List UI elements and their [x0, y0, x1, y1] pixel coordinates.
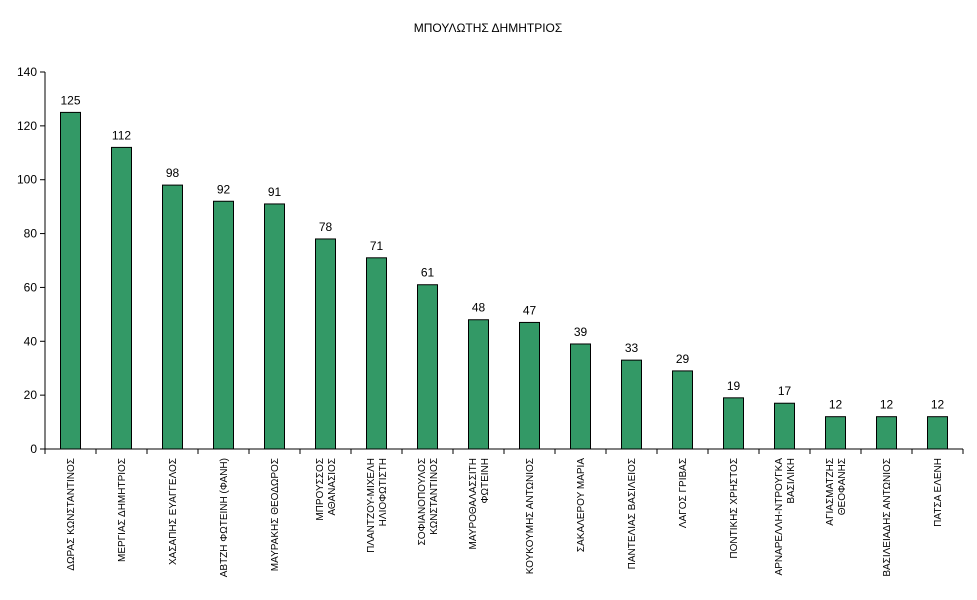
bar: [315, 238, 336, 450]
bar: [366, 257, 387, 450]
category-label: ΦΩΤΕΙΝΗ: [480, 458, 491, 503]
category-label: ΠΛΑΝΤΖΟΥ-ΜΙΧΕΛΗ: [366, 458, 377, 553]
data-label: 39: [574, 325, 588, 339]
category-label: ΚΩΝΣΤΑΝΤΙΝΟΣ: [429, 458, 440, 535]
category-label: ΑΓΙΑΣΜΑΤΖΗΣ: [825, 458, 836, 526]
bar: [519, 321, 540, 450]
data-label: 33: [625, 341, 639, 355]
y-tick-label: 60: [24, 280, 38, 294]
category-label: ΘΕΟΦΑΝΗΣ: [837, 458, 848, 515]
bar: [468, 319, 489, 450]
data-label: 92: [217, 182, 231, 196]
bar: [162, 184, 183, 450]
data-label: 17: [778, 384, 792, 398]
category-label: ΧΑΣΑΠΗΣ ΕΥΑΓΓΕΛΟΣ: [168, 458, 179, 565]
data-label: 12: [931, 398, 945, 412]
category-label: ΠΑΝΤΕΛΙΑΣ ΒΑΣΙΛΕΙΟΣ: [627, 458, 638, 569]
category-label: ΜΠΡΟΥΣΣΟΣ: [315, 458, 326, 521]
data-label: 12: [880, 398, 894, 412]
category-label: ΠΑΤΣΑ ΕΛΕΝΗ: [933, 458, 944, 527]
category-label: ΑΒΤΖΗ ΦΩΤΕΙΝΗ (ΦΑΝΗ): [219, 458, 230, 577]
category-label: ΑΡΝΑΡΕΛΛΗ-ΝΤΡΟΥΓΚΑ: [774, 458, 785, 576]
bar-series: [60, 111, 948, 450]
data-label: 12: [829, 398, 843, 412]
bar: [417, 284, 438, 450]
y-tick-label: 80: [24, 227, 38, 241]
category-label: ΣΟΦΙΑΝΟΠΟΥΛΟΣ: [417, 458, 428, 545]
data-label: 29: [676, 352, 690, 366]
category-label: ΔΩΡΑΣ ΚΩΝΣΤΑΝΤΙΝΟΣ: [66, 458, 77, 571]
bar: [621, 359, 642, 450]
bar: [213, 200, 234, 450]
y-tick-label: 20: [24, 388, 38, 402]
bar: [264, 203, 285, 450]
bar: [60, 111, 81, 450]
category-label: ΒΑΣΙΛΙΚΗ: [786, 458, 797, 504]
category-label: ΚΟΥΚΟΥΜΗΣ ΑΝΤΩΝΙΟΣ: [525, 458, 536, 574]
y-tick-label: 100: [17, 173, 37, 187]
chart-title: ΜΠΟΥΛΩΤΗΣ ΔΗΜΗΤΡΙΟΣ: [414, 21, 563, 35]
category-label: ΜΑΥΡΑΚΗΣ ΘΕΟΔΩΡΟΣ: [270, 458, 281, 571]
y-tick-label: 0: [30, 442, 37, 456]
data-label: 98: [166, 166, 180, 180]
category-label: ΜΕΡΓΙΑΣ ΔΗΜΗΤΡΙΟΣ: [117, 458, 128, 562]
category-label: ΒΑΣΙΛΕΙΑΔΗΣ ΑΝΤΩΝΙΟΣ: [882, 458, 893, 577]
data-label: 47: [523, 303, 537, 317]
category-label: ΗΛΙΟΦΩΤΙΣΤΗ: [378, 458, 389, 526]
category-label: ΣΑΚΑΛΕΡΟΥ ΜΑΡΙΑ: [576, 458, 587, 552]
y-tick-label: 120: [17, 119, 37, 133]
bar: [570, 343, 591, 450]
y-tick-label: 40: [24, 334, 38, 348]
bar: [774, 402, 795, 450]
bar: [723, 397, 744, 450]
data-label: 61: [421, 266, 435, 280]
bar: [876, 416, 897, 450]
data-label: 125: [60, 93, 80, 107]
bar: [927, 416, 948, 450]
category-label: ΜΑΥΡΟΘΑΛΑΣΣΙΤΗ: [468, 458, 479, 549]
data-label: 71: [370, 239, 384, 253]
x-axis: [44, 448, 964, 454]
category-label: ΑΘΑΝΑΣΙΟΣ: [327, 458, 338, 516]
data-label: 78: [319, 220, 333, 234]
data-label: 112: [112, 128, 131, 142]
bar: [672, 370, 693, 450]
data-label: 19: [727, 379, 741, 393]
y-tick-label: 140: [17, 65, 37, 79]
data-labels: 125 112 98 92 91 78 71 61 48 47 39 33 29 19 17 12 12 12: [60, 93, 944, 411]
bar: [825, 416, 846, 450]
category-labels: ΔΩΡΑΣ ΚΩΝΣΤΑΝΤΙΝΟΣ ΜΕΡΓΙΑΣ ΔΗΜΗΤΡΙΟΣ ΧΑΣΑΠ…: [66, 458, 944, 578]
y-axis: 0 20 40 60 80 100 120 140: [17, 65, 46, 456]
data-label: 48: [472, 301, 486, 315]
category-label: ΛΑΓΟΣ ΓΡΙΒΑΣ: [678, 458, 689, 528]
bar: [111, 146, 132, 450]
category-label: ΠΟΝΤΙΚΗΣ ΧΡΗΣΤΟΣ: [729, 458, 740, 559]
data-label: 91: [268, 185, 282, 199]
